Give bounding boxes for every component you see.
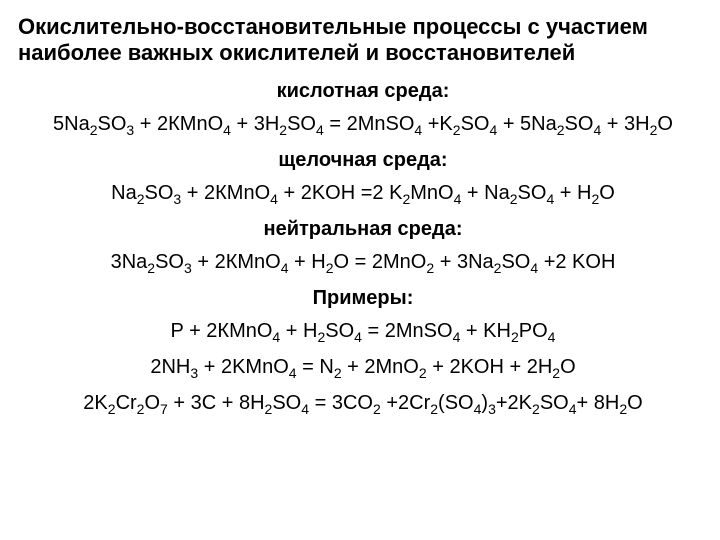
equation-alkaline: Na2SO3 + 2КMnO4 + 2KOH =2 K2MnO4 + Na2SO… [18, 182, 708, 204]
page-title: Окислительно-восстановительные процессы … [18, 14, 708, 66]
equation-neutral: 3Na2SO3 + 2КMnO4 + H2O = 2MnO2 + 3Na2SO4… [18, 251, 708, 273]
equation-example-3: 2K2Cr2O7 + 3C + 8H2SO4 = 3CO2 +2Cr2(SO4)… [18, 392, 708, 414]
label-examples: Примеры: [18, 287, 708, 310]
label-acid: кислотная среда: [18, 80, 708, 103]
page: Окислительно-восстановительные процессы … [0, 0, 720, 540]
label-alkaline: щелочная среда: [18, 149, 708, 172]
equation-example-2: 2NH3 + 2KMnO4 = N2 + 2MnO2 + 2KOH + 2H2O [18, 356, 708, 378]
equation-acid: 5Na2SO3 + 2КMnO4 + 3H2SO4 = 2MnSO4 +K2SO… [18, 113, 708, 135]
equation-example-1: P + 2КMnO4 + H2SO4 = 2MnSO4 + KH2PO4 [18, 320, 708, 342]
label-neutral: нейтральная среда: [18, 218, 708, 241]
